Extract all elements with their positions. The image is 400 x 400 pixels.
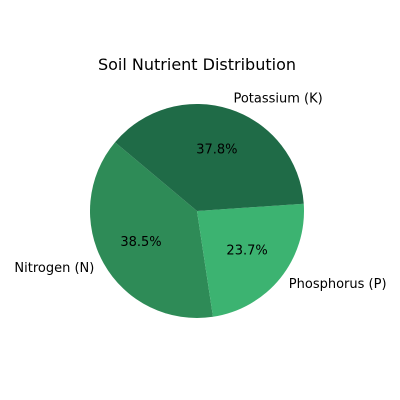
pie-slice	[197, 203, 305, 317]
slice-percent-label: 38.5%	[120, 235, 161, 250]
slice-category-label: Phosphorus (P)	[289, 277, 387, 292]
slice-category-label: Nitrogen (N)	[14, 261, 94, 276]
pie-slice	[89, 142, 213, 319]
chart-title: Soil Nutrient Distribution	[98, 55, 296, 74]
pie-slices	[89, 103, 305, 319]
slice-category-label: Potassium (K)	[233, 92, 322, 107]
slice-percent-label: 37.8%	[196, 142, 237, 157]
pie-labels: 38.5% Nitrogen (N) 23.7% Phosphorus (P) 37.8…	[14, 92, 386, 293]
slice-percent-label: 23.7%	[226, 244, 267, 259]
pie-slice	[115, 103, 304, 211]
